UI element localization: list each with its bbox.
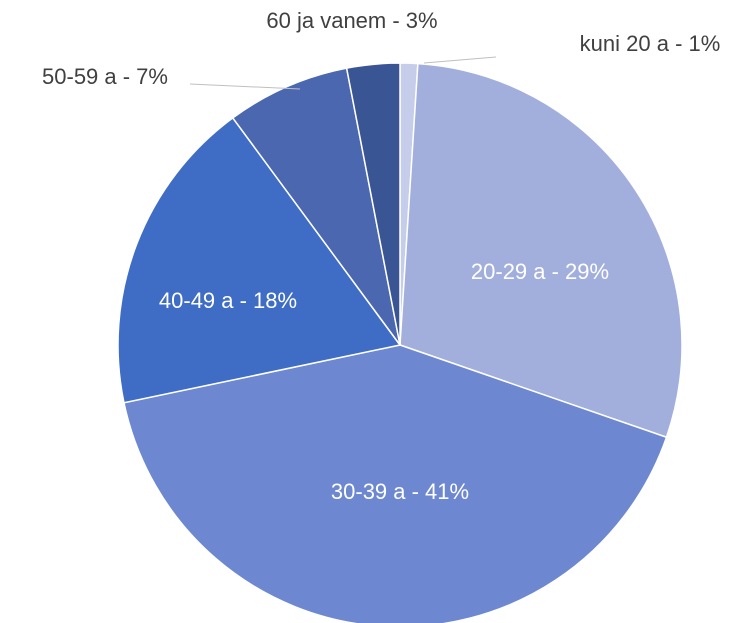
pie-slice (123, 344, 668, 623)
leader-line (423, 56, 497, 64)
data-label: 60 ja vanem - 3% (266, 8, 437, 33)
data-label: 20-29 a - 29% (471, 259, 609, 284)
pie-slice (399, 62, 683, 439)
data-label: kuni 20 a - 1% (580, 31, 721, 56)
pie-slice (117, 116, 402, 404)
pie-slice (345, 62, 401, 346)
data-label: 30-39 a - 41% (331, 479, 469, 504)
pie-slice (231, 67, 401, 346)
data-label: 40-49 a - 18% (159, 288, 297, 313)
data-label: 50-59 a - 7% (42, 64, 168, 89)
leader-line (189, 83, 301, 90)
